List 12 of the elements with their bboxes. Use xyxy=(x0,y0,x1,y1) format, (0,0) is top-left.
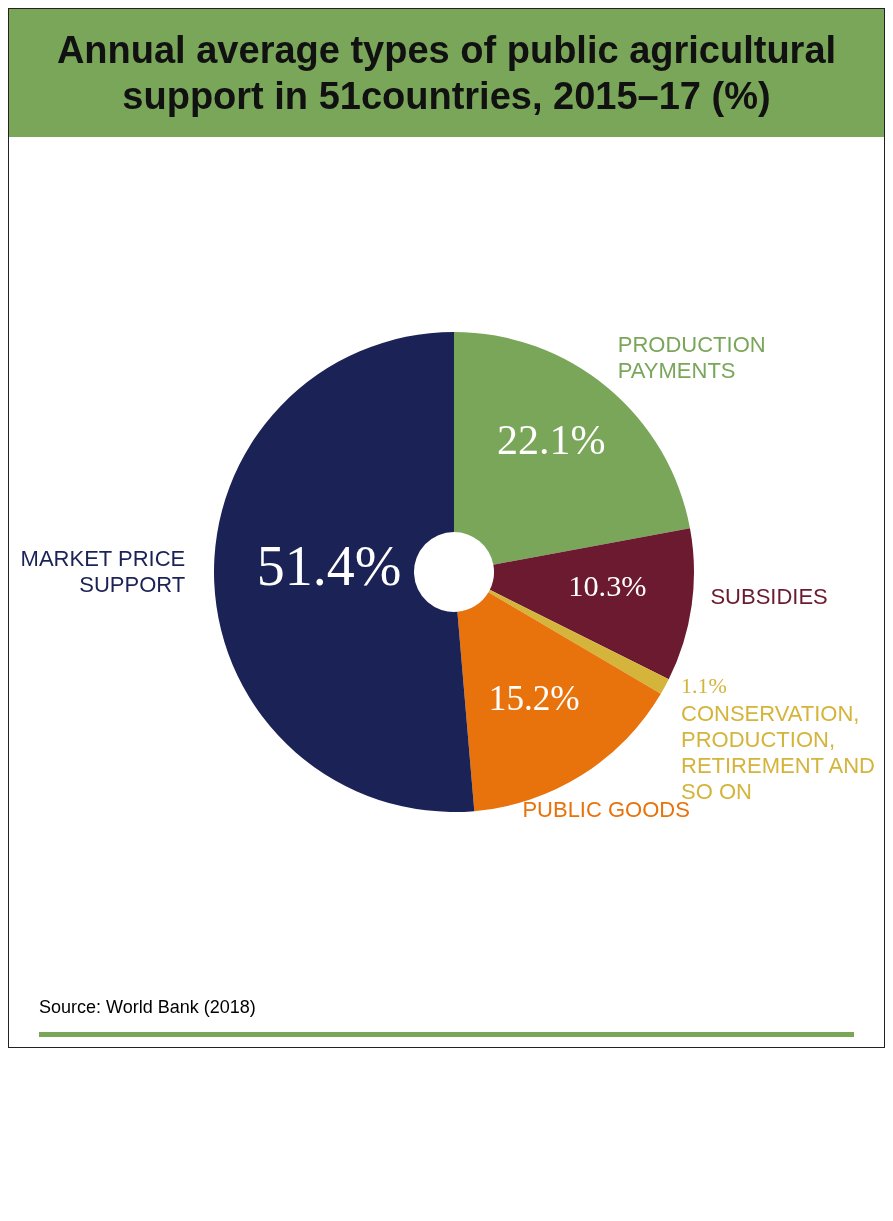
data-label: 10.3% xyxy=(568,569,647,604)
slice-label: MARKET PRICE SUPPORT xyxy=(20,546,186,598)
slice-label: PRODUCTION PAYMENTS xyxy=(617,332,766,383)
slice-label: SUBSIDIES xyxy=(710,583,828,609)
donut-slice xyxy=(489,528,694,680)
donut-slice xyxy=(214,332,475,812)
data-label: 22.1% xyxy=(496,415,606,463)
data-label: 1.1% xyxy=(681,672,727,698)
data-label: 15.2% xyxy=(488,679,580,719)
source-note: Source: World Bank (2018) xyxy=(39,997,854,1037)
data-label: 51.4% xyxy=(256,534,402,597)
chart-title: Annual average types of public agricultural support in 51countries, 2015–17 (%) xyxy=(9,9,884,137)
